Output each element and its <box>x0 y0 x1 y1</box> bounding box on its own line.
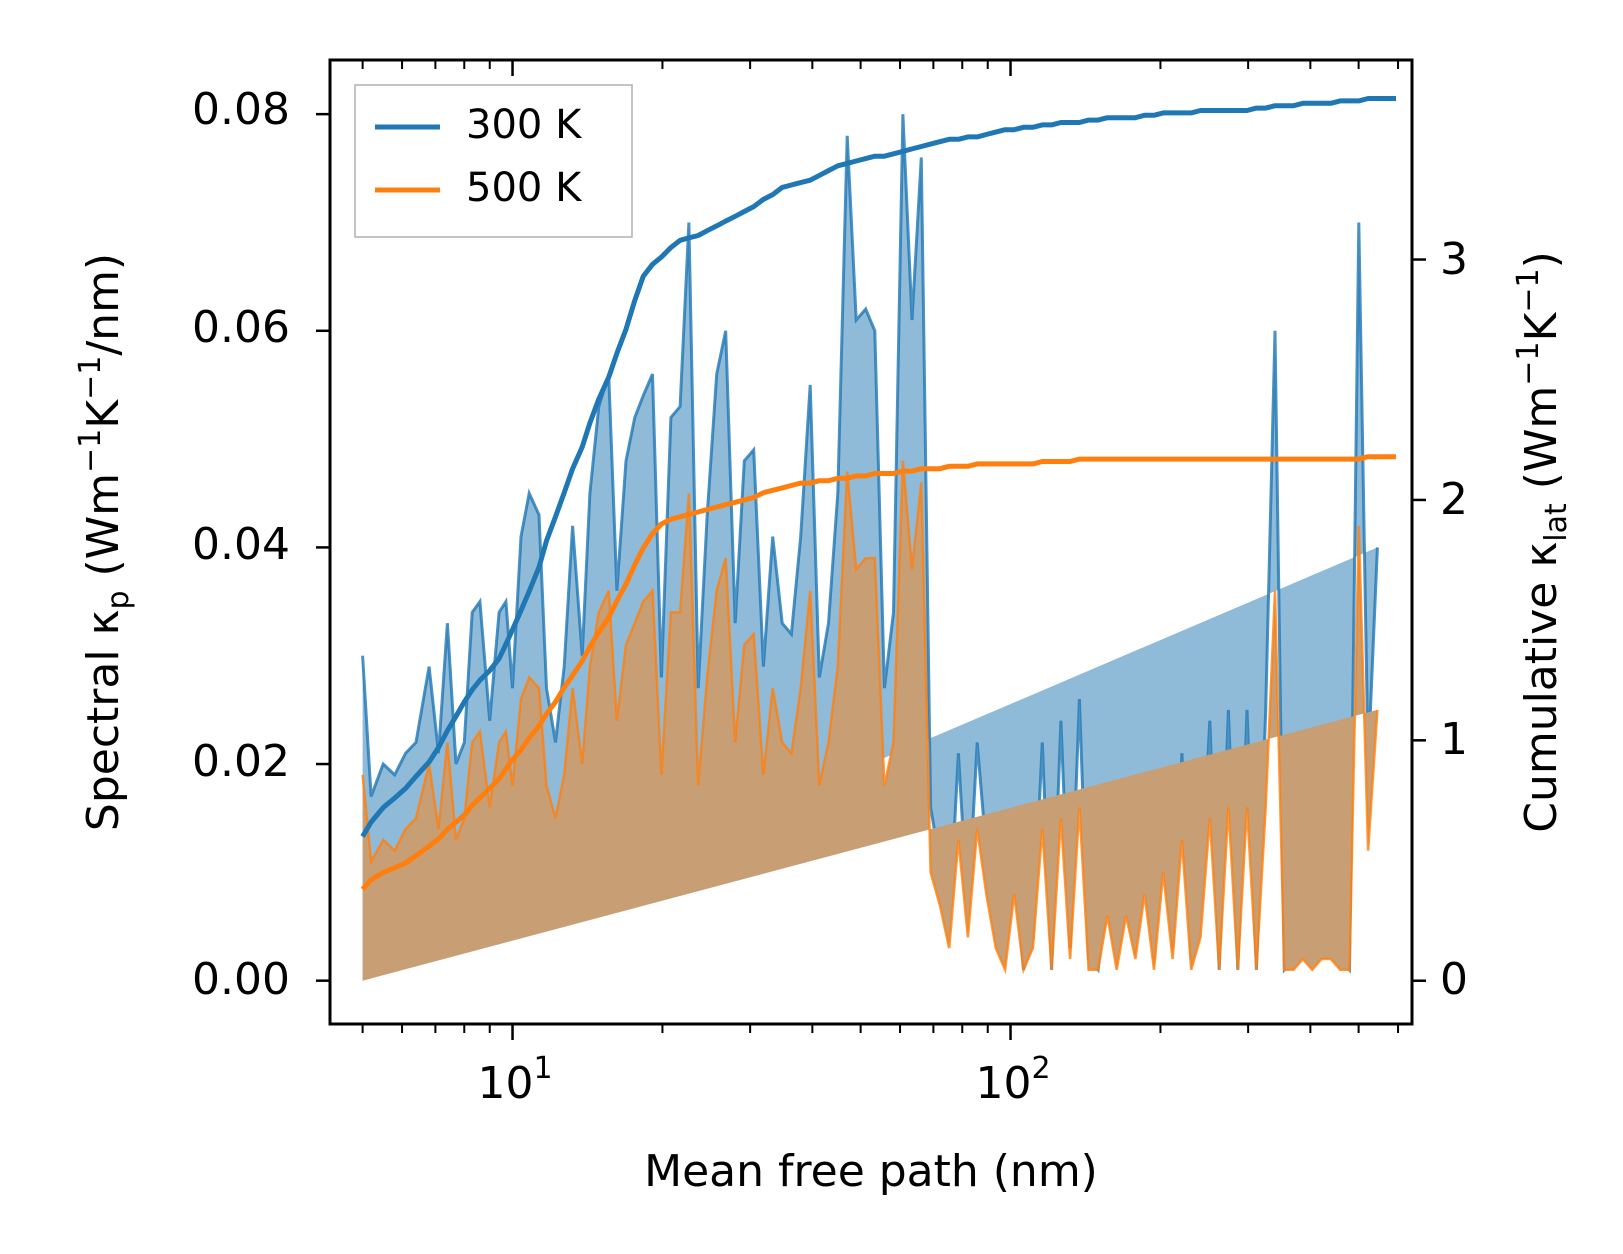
legend-label-300k: 300 K <box>466 102 583 148</box>
cumulative-layer <box>360 96 1396 892</box>
legend-box <box>354 84 633 238</box>
left-axis-label: Spectral κp (Wm−1K−1/nm) <box>73 253 136 831</box>
right-tick-label: 2 <box>1440 474 1468 525</box>
x-tick-labels: 101 102 <box>477 1051 1050 1109</box>
right-tick-label: 1 <box>1440 714 1468 765</box>
left-tick-label: 0.02 <box>192 736 290 787</box>
legend: 300 K 500 K <box>354 84 633 238</box>
x-tick-label: 102 <box>975 1051 1050 1109</box>
right-tick-label: 0 <box>1440 954 1468 1005</box>
left-tick-label: 0.06 <box>192 302 290 353</box>
plot-frame <box>328 58 1414 1026</box>
spectral-500k-line <box>361 460 1379 975</box>
left-tick-labels: 0.00 0.02 0.04 0.06 0.08 <box>192 84 290 1005</box>
spectral-layer <box>361 114 1379 981</box>
right-axis-label: Cumulative κlat (Wm−1K−1) <box>1511 251 1574 833</box>
left-tick-label: 0.04 <box>192 519 290 570</box>
x-tick-label: 101 <box>477 1051 552 1109</box>
left-tick-label: 0.08 <box>192 84 290 135</box>
right-tick-label: 3 <box>1440 234 1468 285</box>
x-axis-label: Mean free path (nm) <box>644 1146 1098 1197</box>
cumulative-300k-line <box>360 96 1396 838</box>
ticks-layer <box>316 60 1426 1040</box>
spectral-500k-fill <box>362 460 1378 981</box>
cumulative-500k-line <box>360 454 1396 892</box>
left-tick-label: 0.00 <box>192 954 290 1005</box>
right-tick-labels: 0 1 2 3 <box>1440 234 1468 1005</box>
legend-label-500k: 500 K <box>466 165 583 211</box>
